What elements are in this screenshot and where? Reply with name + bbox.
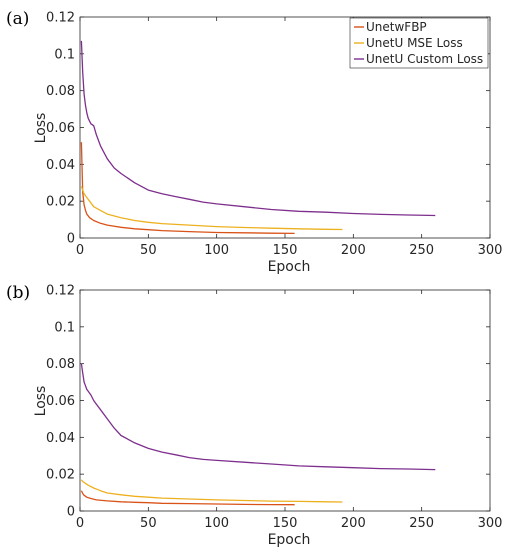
legend-label-unetwfbp: UnetwFBP [366,20,427,34]
y-tick-label-a: 0 [67,232,75,247]
y-ticks-a: 0 0.02 0.04 0.06 0.08 0.1 0.12 [46,11,490,247]
panel-a: (a) 0 50 100 150 200 250 300 0 0.02 0.04 0.06 0.08… [6,9,502,275]
x-ticks-a: 0 50 100 150 200 250 300 [76,17,503,258]
x-tick-label-b: 300 [478,516,503,531]
x-axis-label-b: Epoch [268,532,311,548]
legend-label-unetu-mse: UnetU MSE Loss [366,36,463,50]
y-tick-label-b: 0.1 [54,320,75,335]
y-tick-label-a: 0.06 [46,121,75,136]
y-tick-label-b: 0.12 [46,284,75,299]
x-tick-label-b: 50 [140,516,157,531]
series-line-b-0 [80,490,295,506]
legend: UnetwFBP UnetU MSE Loss UnetU Custom Los… [349,17,489,69]
series-line-a-1 [80,186,343,231]
x-tick-label-a: 250 [409,243,434,258]
x-axis-label-a: Epoch [268,259,311,275]
y-axis-label-a: Loss [33,113,49,144]
x-tick-label-b: 200 [341,516,366,531]
y-tick-label-a: 0.04 [46,158,75,173]
y-tick-label-a: 0.02 [46,195,75,210]
x-tick-label-b: 0 [76,516,84,531]
series-lines-b [80,363,436,506]
x-tick-label-b: 250 [409,516,434,531]
x-tick-label-b: 100 [204,516,229,531]
series-line-b-1 [80,479,343,503]
x-tick-label-a: 0 [76,243,84,258]
series-lines-a [80,40,436,235]
series-line-a-2 [80,40,436,217]
y-tick-label-b: 0.04 [46,431,75,446]
y-axis-label-b: Loss [33,386,49,417]
y-tick-label-a: 0.1 [54,47,75,62]
x-tick-label-a: 300 [478,243,503,258]
x-tick-label-a: 100 [204,243,229,258]
x-ticks-b: 0 50 100 150 200 250 300 [76,290,503,531]
y-tick-label-b: 0.06 [46,394,75,409]
plot-area-b [79,289,491,512]
y-tick-label-b: 0.08 [46,357,75,372]
x-tick-label-b: 150 [273,516,298,531]
y-ticks-b: 0 0.02 0.04 0.06 0.08 0.1 0.12 [46,284,490,520]
series-line-a-0 [80,142,295,235]
y-tick-label-a: 0.08 [46,84,75,99]
x-tick-label-a: 200 [341,243,366,258]
panel-label-b: (b) [6,283,30,303]
y-tick-label-b: 0.02 [46,468,75,483]
panel-b: (b) 0 50 100 150 200 250 300 0 0.02 0.04 0.06 0.08… [6,283,502,548]
legend-label-unetu-custom: UnetU Custom Loss [366,52,483,66]
x-tick-label-a: 150 [273,243,298,258]
y-tick-label-a: 0.12 [46,11,75,26]
x-tick-label-a: 50 [140,243,157,258]
y-tick-label-b: 0 [67,505,75,520]
series-line-b-2 [80,363,436,471]
panel-label-a: (a) [6,9,29,29]
legend-box [349,17,489,69]
